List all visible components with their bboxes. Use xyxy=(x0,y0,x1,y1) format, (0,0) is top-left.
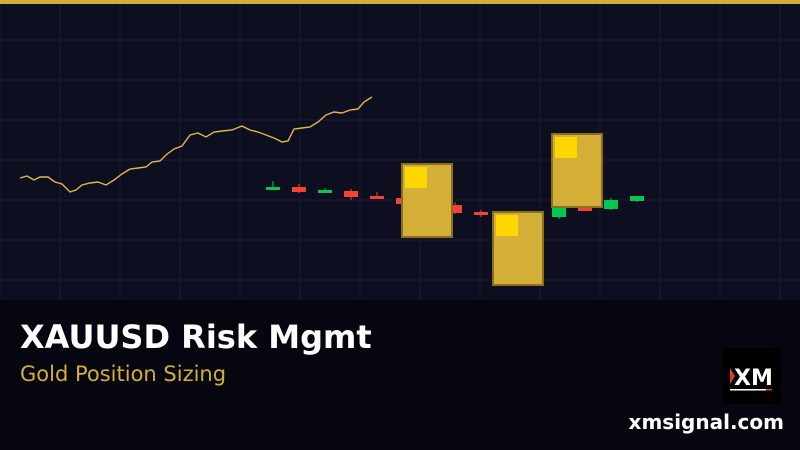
bearish-candle xyxy=(292,187,306,192)
gold-bar-shine xyxy=(496,215,518,236)
xm-logo: XM xyxy=(723,348,781,404)
banner-subtitle: Gold Position Sizing xyxy=(20,362,227,386)
bullish-candle xyxy=(552,208,566,217)
bullish-candle xyxy=(604,200,618,209)
gold-bar-shine xyxy=(555,137,577,158)
footer-panel xyxy=(0,300,800,450)
price-line xyxy=(19,96,373,193)
bearish-candle xyxy=(474,212,488,215)
bearish-candle xyxy=(448,205,462,213)
bearish-candle xyxy=(344,191,358,197)
bullish-candle xyxy=(630,196,644,201)
decorative-chart xyxy=(0,4,800,300)
gold-bar-shine xyxy=(405,167,427,188)
bearish-candle xyxy=(578,207,592,211)
bearish-candle xyxy=(370,196,384,199)
bullish-candle xyxy=(318,190,332,193)
top-accent-bar xyxy=(0,0,800,4)
bullish-candle xyxy=(266,187,280,190)
logo-red-arrow-icon xyxy=(730,368,735,384)
logo-text: XM xyxy=(734,366,773,391)
banner-title: XAUUSD Risk Mgmt xyxy=(20,318,372,356)
website-url: xmsignal.com xyxy=(628,410,784,434)
